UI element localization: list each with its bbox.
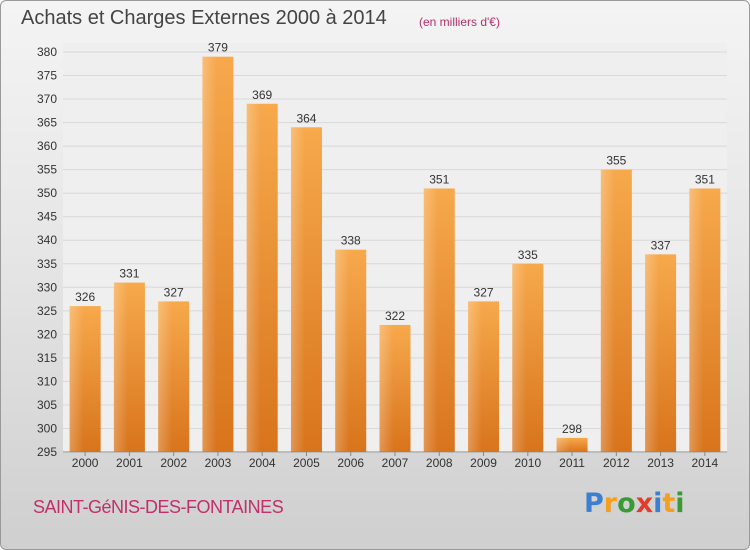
value-label-2000: 326: [75, 290, 95, 304]
y-tick-label: 335: [37, 257, 57, 271]
x-tick-label-2011: 2011: [559, 456, 585, 470]
value-label-2003: 379: [208, 41, 228, 55]
logo-letter: P: [584, 488, 604, 519]
y-tick-label: 340: [37, 233, 57, 247]
bar-highlight: [246, 103, 261, 452]
y-tick-label: 365: [37, 116, 57, 130]
value-labels: 326 331 327 379 369 364 338 322 351 327 335 298 355 3…: [75, 41, 715, 436]
bar-highlight: [423, 188, 438, 452]
commune-name: SAINT-GéNIS-DES-FONTAINES: [33, 497, 284, 517]
x-tick-label-2005: 2005: [293, 456, 320, 470]
value-label-2006: 338: [341, 234, 361, 248]
chart-title: Achats et Charges Externes 2000 à 2014: [21, 7, 387, 29]
x-axis-labels: 2000 2001 2002 2003 2004 2005 2006 2007 2008 2009…: [72, 452, 719, 470]
bar-highlight: [379, 324, 394, 452]
bar-highlight: [113, 282, 128, 452]
value-label-2011: 298: [562, 422, 582, 436]
y-tick-label: 375: [37, 69, 57, 83]
y-tick-label: 305: [37, 398, 57, 412]
bar-highlight: [600, 169, 615, 452]
y-axis-labels: 295 300 305 310 315 320 325 330 335 340 345 350 355 3…: [37, 45, 57, 459]
x-tick-label-2010: 2010: [514, 456, 541, 470]
bar-highlight: [556, 437, 571, 452]
y-tick-label: 300: [37, 421, 57, 435]
value-label-2008: 351: [429, 172, 449, 186]
value-label-2005: 364: [296, 111, 316, 125]
logo-letter: t: [662, 488, 676, 519]
logo-letter: x: [635, 488, 654, 519]
y-tick-label: 295: [37, 445, 57, 459]
bar-highlight: [290, 127, 305, 452]
y-tick-label: 325: [37, 304, 57, 318]
y-tick-label: 345: [37, 210, 57, 224]
value-label-2009: 327: [474, 285, 494, 299]
y-tick-label: 370: [37, 92, 57, 106]
y-tick-label: 360: [37, 139, 57, 153]
x-tick-label-2013: 2013: [647, 456, 674, 470]
bar-highlight: [512, 263, 527, 452]
x-tick-label-2004: 2004: [249, 456, 276, 470]
x-tick-label-2003: 2003: [205, 456, 232, 470]
y-tick-label: 310: [37, 374, 57, 388]
logo-letter: r: [603, 488, 618, 519]
bar-highlight: [689, 188, 704, 452]
value-label-2013: 337: [651, 238, 671, 252]
x-tick-label-2000: 2000: [72, 456, 99, 470]
bar-highlight: [335, 249, 350, 452]
x-tick-label-2006: 2006: [337, 456, 364, 470]
y-tick-label: 380: [37, 45, 57, 59]
logo-letter: i: [653, 488, 663, 519]
value-label-2004: 369: [252, 88, 272, 102]
logo-letter: o: [617, 488, 636, 519]
y-tick-label: 315: [37, 351, 57, 365]
x-tick-label-2012: 2012: [603, 456, 630, 470]
logo-letter: i: [675, 488, 685, 519]
y-tick-label: 350: [37, 186, 57, 200]
value-label-2001: 331: [119, 267, 139, 281]
bar-highlight: [69, 306, 84, 452]
bar-highlight: [468, 301, 482, 452]
bars-group: [69, 56, 721, 453]
y-tick-label: 320: [37, 327, 57, 341]
y-tick-label: 330: [37, 280, 57, 294]
unit-note: (en milliers d'€): [419, 15, 500, 29]
x-tick-label-2014: 2014: [692, 456, 719, 470]
x-tick-label-2009: 2009: [470, 456, 497, 470]
y-tick-label: 355: [37, 163, 57, 177]
bar-highlight: [202, 56, 217, 453]
x-tick-label-2002: 2002: [160, 456, 187, 470]
proxiti-logo: Proxiti: [584, 488, 685, 519]
bar-highlight: [645, 254, 660, 452]
bar-highlight: [158, 301, 173, 452]
value-label-2002: 327: [164, 285, 184, 299]
value-label-2010: 335: [518, 248, 538, 262]
x-tick-label-2007: 2007: [382, 456, 409, 470]
value-label-2014: 351: [695, 172, 715, 186]
value-label-2007: 322: [385, 309, 405, 323]
x-tick-label-2008: 2008: [426, 456, 453, 470]
x-tick-label-2001: 2001: [116, 456, 143, 470]
value-label-2012: 355: [606, 154, 626, 168]
